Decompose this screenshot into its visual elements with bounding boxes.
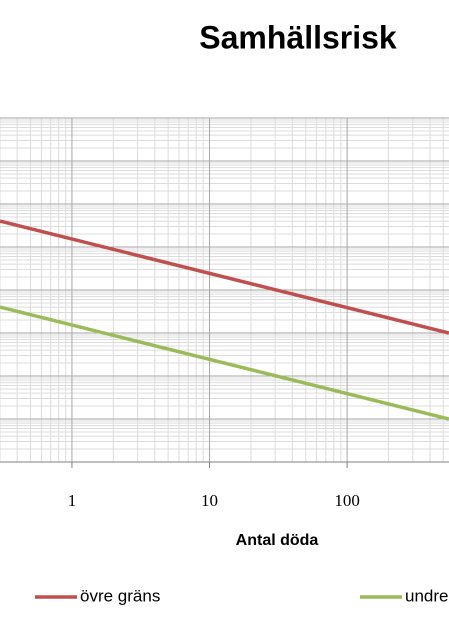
x-axis-label: Antal döda: [236, 532, 319, 549]
series-line: [0, 305, 449, 421]
chart-title: Samhällsrisk: [199, 19, 397, 55]
series-line: [0, 219, 449, 335]
x-tick-label: 1: [68, 491, 77, 510]
legend-label: undre gräns: [405, 586, 449, 605]
legend-label: övre gräns: [80, 586, 160, 605]
x-tick-label: 100: [334, 491, 360, 510]
x-tick-label: 10: [201, 491, 218, 510]
